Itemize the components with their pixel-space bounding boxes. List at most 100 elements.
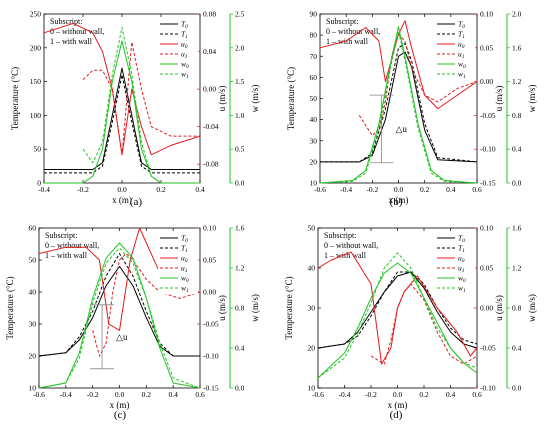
legend-label-subscript: 0 — [185, 238, 188, 244]
u-axis-label: u (m/s) — [494, 86, 504, 112]
legend-box — [435, 18, 475, 80]
w-axis-label: w (m/s) — [527, 85, 537, 113]
x-tick-label: 0.0 — [394, 185, 404, 194]
series-line-w1 — [319, 30, 478, 184]
w-tick-label: 1.6 — [235, 224, 245, 233]
legend-label-subscript: 0 — [462, 44, 465, 50]
legend-label-u0: u0 — [181, 40, 188, 51]
legend-label-subscript: 1 — [462, 54, 465, 60]
y-axis-label: Temperature (°C) — [5, 276, 15, 339]
y-tick-label: 40 — [29, 288, 37, 297]
w-tick-label: 0.8 — [512, 304, 522, 313]
x-axis-label: x (m) — [389, 195, 409, 205]
series-line-u0 — [317, 251, 478, 365]
y-tick-label: 150 — [30, 77, 42, 86]
series-line-u0 — [319, 20, 478, 110]
legend-label-subscript: 0 — [186, 64, 189, 70]
subscript-note: 1 – with wall — [324, 251, 367, 260]
y-tick-label: 50 — [308, 224, 316, 233]
x-tick-label: -0.6 — [314, 185, 326, 194]
y-tick-label: 40 — [310, 115, 318, 124]
x-tick-label: -0.2 — [87, 390, 99, 399]
u-tick-label: -0.05 — [203, 320, 219, 329]
y-axis-label: Temperature (°C) — [10, 67, 20, 130]
legend-label-subscript: 1 — [185, 34, 188, 40]
u-tick-label: 0.05 — [480, 264, 493, 273]
series-line-u1 — [92, 253, 201, 357]
panel-label: (c) — [114, 409, 127, 421]
x-tick-label: -0.2 — [365, 390, 377, 399]
subscript-note: Subscript: — [326, 17, 358, 26]
legend-label-subscript: 1 — [463, 288, 466, 294]
legend-label-subscript: 0 — [185, 44, 188, 50]
u-tick-label: 0.10 — [480, 10, 493, 19]
y-tick-label: 30 — [310, 136, 318, 145]
legend-label-subscript: 1 — [186, 74, 189, 80]
series-line-T0 — [38, 265, 200, 357]
w-tick-label: 0.4 — [235, 344, 245, 353]
legend-label-u1: u1 — [458, 264, 465, 275]
w-tick-label: 2.0 — [512, 10, 522, 19]
subscript-note: 0 – without wall, — [324, 241, 378, 250]
y-tick-label: 40 — [308, 264, 316, 273]
delta-u-label: △u — [395, 124, 407, 134]
w-tick-label: 1.2 — [235, 264, 245, 273]
x-tick-label: 0.0 — [115, 390, 125, 399]
y-tick-label: 20 — [310, 157, 318, 166]
legend-label-w0: w0 — [181, 60, 189, 71]
x-tick-label: 0.4 — [168, 390, 178, 399]
legend-box — [435, 232, 475, 294]
series-line-w1 — [82, 27, 162, 184]
legend-label-u1: u1 — [181, 50, 188, 61]
w-tick-label: 0.4 — [512, 145, 522, 154]
y-tick-label: 250 — [30, 10, 42, 19]
subscript-note: Subscript: — [45, 231, 77, 240]
w-tick-label: 1.2 — [512, 77, 522, 86]
legend-label-subscript: 1 — [462, 268, 465, 274]
legend-label-subscript: 0 — [185, 24, 188, 30]
legend-box — [158, 18, 198, 80]
series-line-T1 — [320, 43, 478, 163]
legend-label-T1: T1 — [181, 244, 188, 255]
u-axis-label: u (m/s) — [217, 86, 227, 112]
w-tick-label: 1.6 — [512, 224, 522, 233]
u-tick-label: 0.00 — [203, 85, 216, 94]
series-line-T1 — [44, 74, 200, 174]
y-tick-label: 80 — [310, 31, 318, 40]
x-tick-label: -0.6 — [33, 390, 45, 399]
u-tick-label: 0.10 — [203, 224, 216, 233]
series-line-u1 — [82, 41, 200, 156]
legend-label-subscript: 1 — [186, 288, 189, 294]
series-line-w0 — [317, 262, 478, 379]
y-axis-label: Temperature (°C) — [286, 67, 296, 130]
u-tick-label: 0.00 — [480, 304, 493, 313]
panel-b: -0.6 -0.4 -0.2 0.0 0.2 0.4 0.61020304050607080… — [286, 10, 537, 209]
w-tick-label: 1.0 — [235, 111, 245, 120]
u-tick-label: -0.04 — [203, 122, 219, 131]
w-tick-label: 1.6 — [512, 43, 522, 52]
w-axis-label: w (m/s) — [527, 294, 537, 322]
legend-label-w1: w1 — [458, 70, 466, 81]
x-tick-label: -0.4 — [340, 185, 352, 194]
w-tick-label: 0.8 — [235, 304, 245, 313]
x-tick-label: 0.2 — [156, 185, 166, 194]
y-tick-label: 10 — [310, 179, 318, 188]
legend-label-subscript: 1 — [185, 268, 188, 274]
x-tick-label: 0.6 — [472, 390, 482, 399]
y-tick-label: 100 — [30, 111, 42, 120]
w-tick-label: 0.0 — [235, 384, 245, 393]
series-line-u1 — [358, 33, 478, 137]
u-axis-label: u (m/s) — [217, 295, 227, 321]
series-line-T0 — [317, 271, 478, 349]
legend-label-T1: T1 — [181, 30, 188, 41]
w-tick-label: 1.5 — [235, 77, 245, 86]
u-tick-label: -0.15 — [480, 179, 496, 188]
subscript-note: Subscript: — [324, 231, 356, 240]
legend-label-subscript: 0 — [463, 64, 466, 70]
u-tick-label: -0.05 — [480, 111, 496, 120]
series-line-w0 — [319, 26, 478, 184]
